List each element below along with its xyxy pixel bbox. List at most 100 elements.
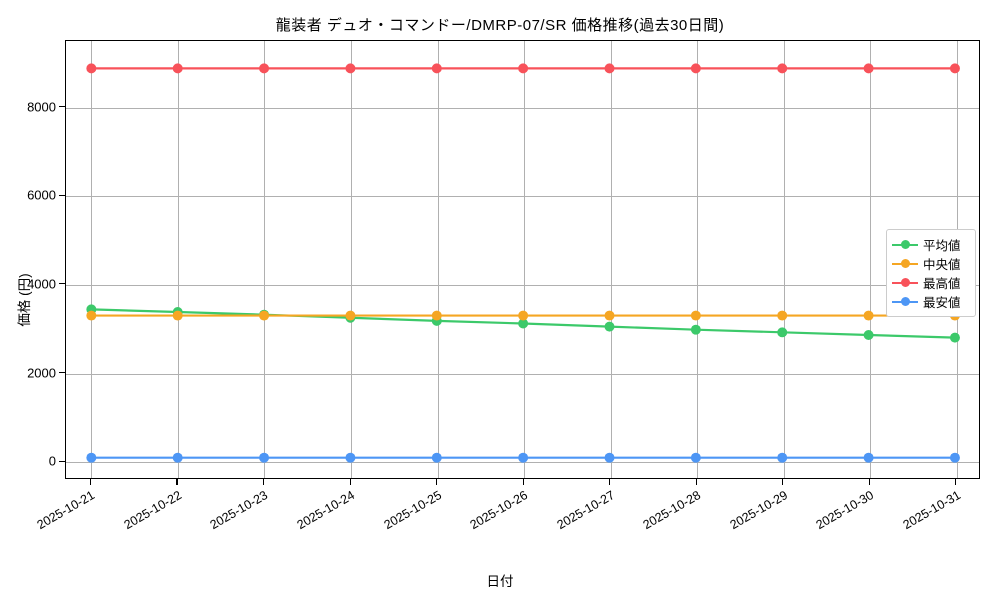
legend-item-1[interactable]: 平均値 <box>892 235 969 254</box>
data-point <box>431 310 442 321</box>
x-tick-label: 2025-10-23 <box>208 488 271 533</box>
data-point <box>345 452 356 463</box>
series-3 <box>86 63 960 74</box>
legend-swatch-icon <box>892 257 918 271</box>
x-tick-label: 2025-10-26 <box>467 488 531 533</box>
legend-swatch-icon <box>892 238 918 252</box>
y-tick-mark <box>59 194 65 196</box>
x-tick-mark <box>955 479 957 485</box>
x-tick-mark <box>695 479 697 485</box>
gridline-horizontal <box>66 373 979 375</box>
legend-swatch-icon <box>892 276 918 290</box>
data-point <box>345 310 356 321</box>
x-tick-label: 2025-10-28 <box>640 488 704 533</box>
x-tick-mark <box>176 479 178 485</box>
data-point <box>345 63 356 74</box>
x-tick-mark <box>522 479 524 485</box>
data-point <box>431 452 442 463</box>
x-tick-mark <box>349 479 351 485</box>
data-point <box>949 63 960 74</box>
y-tick-mark <box>59 372 65 374</box>
data-point <box>863 452 874 463</box>
x-tick-mark <box>782 479 784 485</box>
legend-label: 最安値 <box>923 296 961 310</box>
gridline-horizontal <box>66 284 979 286</box>
data-point <box>949 452 960 463</box>
data-point <box>259 63 270 74</box>
legend-swatch-icon <box>892 295 918 309</box>
gridline-vertical <box>783 41 785 478</box>
gridline-horizontal <box>66 196 979 198</box>
y-tick-label: 6000 <box>27 187 56 203</box>
x-axis-label: 日付 <box>486 574 514 589</box>
series-1 <box>86 304 960 343</box>
x-tick-mark <box>262 479 265 485</box>
gridline-vertical <box>524 41 526 478</box>
y-axis-label: 価格 (円) <box>17 273 32 327</box>
legend-item-3[interactable]: 最高値 <box>892 273 969 292</box>
y-axis-ticks: 0 2000 4000 6000 8000 <box>0 40 65 479</box>
legend-item-4[interactable]: 最安値 <box>892 292 969 311</box>
x-tick-label: 2025-10-27 <box>554 488 617 533</box>
data-point <box>259 452 270 463</box>
data-point <box>86 63 97 74</box>
legend-label: 中央値 <box>923 258 961 272</box>
data-point <box>259 310 270 321</box>
data-point <box>518 63 529 74</box>
data-point <box>777 63 788 74</box>
x-tick-mark <box>89 479 91 485</box>
plot-area <box>65 40 980 479</box>
legend-label: 最高値 <box>923 277 961 291</box>
y-tick-mark <box>59 283 65 285</box>
gridline-vertical <box>91 41 93 478</box>
data-point <box>431 63 442 74</box>
data-point <box>86 310 97 321</box>
data-point <box>518 452 529 463</box>
data-point <box>949 332 960 343</box>
data-point <box>777 327 788 338</box>
y-tick-label: 8000 <box>27 99 56 114</box>
data-point <box>863 63 874 74</box>
gridline-vertical <box>610 41 612 478</box>
gridline-vertical <box>697 41 699 478</box>
x-tick-label: 2025-10-30 <box>813 488 877 533</box>
data-point <box>690 63 701 74</box>
y-tick-mark <box>59 460 65 462</box>
legend-item-2[interactable]: 中央値 <box>892 254 969 273</box>
gridline-horizontal <box>66 462 979 464</box>
y-tick-mark <box>59 106 65 108</box>
x-axis-ticks: 2025-10-21 2025-10-22 2025-10-23 2025-10-24… <box>35 479 980 589</box>
data-point <box>172 63 183 74</box>
data-point <box>690 452 701 463</box>
data-point <box>863 330 874 340</box>
data-point <box>518 318 529 329</box>
chart-legend: 平均値中央値最高値最安値 <box>886 229 976 317</box>
data-point <box>604 321 615 332</box>
data-series-layer <box>86 63 960 463</box>
data-point <box>690 324 701 335</box>
y-tick-label: 2000 <box>27 365 56 381</box>
gridline-vertical <box>437 41 439 478</box>
x-tick-label: 2025-10-22 <box>121 488 184 533</box>
gridline-horizontal <box>66 107 979 109</box>
x-tick-mark <box>868 479 870 485</box>
data-point <box>518 310 529 321</box>
data-point <box>172 452 183 463</box>
gridline-vertical <box>870 41 872 478</box>
data-point <box>604 63 615 74</box>
gridline-vertical <box>351 41 353 478</box>
x-tick-mark <box>609 479 611 485</box>
x-tick-label: 2025-10-24 <box>294 488 358 533</box>
y-tick-label: 4000 <box>27 276 56 292</box>
chart-title: 龍装者 デュオ・コマンドー/DMRP-07/SR 価格推移(過去30日間) <box>275 17 725 34</box>
data-point <box>777 310 788 321</box>
y-tick-label: 0 <box>48 453 56 469</box>
series-2 <box>86 310 960 321</box>
gridline-vertical <box>264 41 266 478</box>
data-point <box>777 452 788 463</box>
series-4 <box>86 452 960 463</box>
data-point <box>863 310 874 321</box>
data-point <box>604 310 615 321</box>
data-point <box>86 452 97 463</box>
